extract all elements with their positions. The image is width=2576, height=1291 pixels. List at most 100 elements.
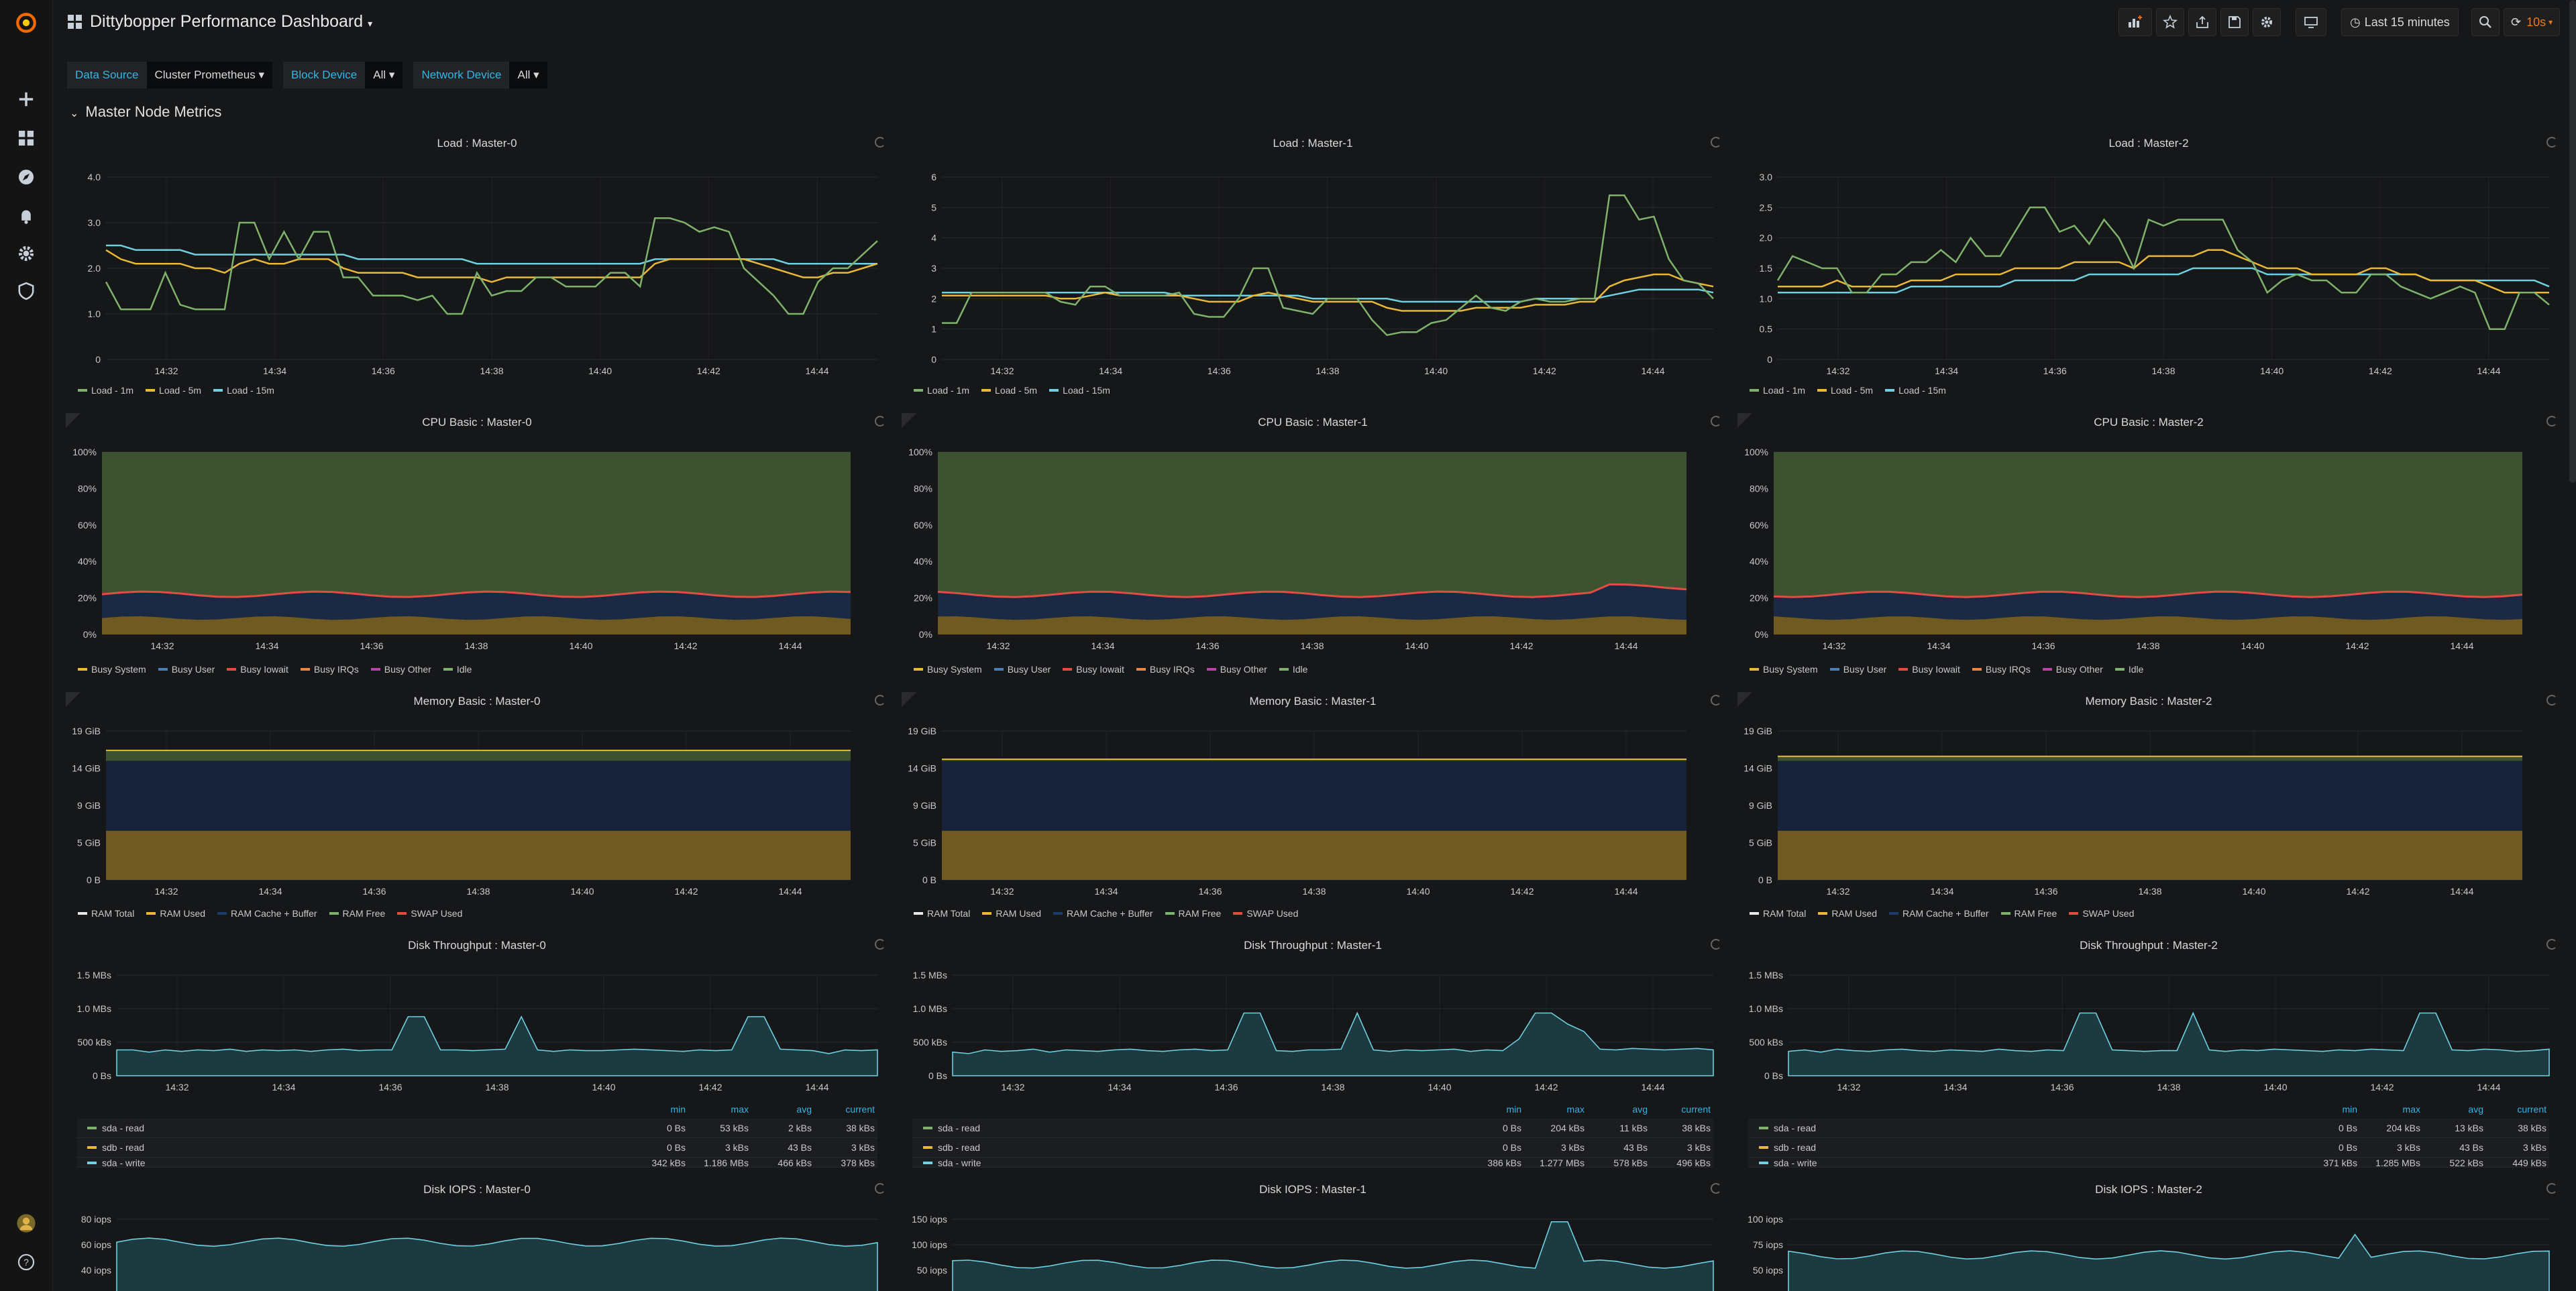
legend-item[interactable]: Busy User bbox=[1829, 664, 1886, 675]
legend-item[interactable]: Load - 5m bbox=[1817, 385, 1873, 396]
dashboards-icon[interactable] bbox=[13, 125, 40, 152]
save-button[interactable] bbox=[2220, 8, 2249, 36]
legend-item[interactable]: Idle bbox=[1279, 664, 1307, 675]
legend-item[interactable]: Busy System bbox=[914, 664, 982, 675]
panel-title[interactable]: CPU Basic : Master-0 bbox=[422, 416, 532, 429]
variable-value[interactable]: All ▾ bbox=[509, 62, 547, 89]
legend-item[interactable]: Idle bbox=[2114, 664, 2143, 675]
legend-item[interactable]: Idle bbox=[443, 664, 472, 675]
legend-item[interactable]: SWAP Used bbox=[1233, 908, 1298, 919]
add-panel-button[interactable] bbox=[2118, 8, 2152, 36]
legend-item[interactable]: Busy System bbox=[78, 664, 146, 675]
panel-title[interactable]: Disk IOPS : Master-2 bbox=[2095, 1183, 2202, 1196]
legend-item[interactable]: RAM Free bbox=[1165, 908, 1221, 919]
refresh-button[interactable]: ⟳ 10s ▾ bbox=[2504, 8, 2561, 36]
column-header-current[interactable]: current bbox=[1681, 1104, 1711, 1115]
legend-item[interactable]: Load - 15m bbox=[1885, 385, 1946, 396]
panel-title[interactable]: Disk IOPS : Master-1 bbox=[1259, 1183, 1366, 1196]
disk-iops-panel[interactable]: Disk IOPS : Master-0 40 iops 60 iops 80 iop… bbox=[66, 1183, 888, 1291]
column-header-avg[interactable]: avg bbox=[2468, 1104, 2483, 1115]
legend-table-row[interactable]: sda - read 0 Bs 53 kBs 2 kBs 38 kBs bbox=[76, 1119, 877, 1138]
page-scrollbar[interactable] bbox=[2569, 0, 2576, 483]
legend-item[interactable]: Busy User bbox=[994, 664, 1051, 675]
legend-table-row[interactable]: sda - write 371 kBs 1.285 MBs 522 kBs 449 kB… bbox=[1748, 1158, 2549, 1168]
legend-item[interactable]: RAM Cache + Buffer bbox=[1889, 908, 1989, 919]
share-button[interactable] bbox=[2188, 8, 2216, 36]
load-panel[interactable]: Load : Master-2 0 0.5 1.0 1.5 2.0 2.5 3.0 14:32 1… bbox=[1737, 137, 2560, 408]
legend-item[interactable]: SWAP Used bbox=[2069, 908, 2134, 919]
column-header-min[interactable]: min bbox=[2342, 1104, 2357, 1115]
panel-title[interactable]: Load : Master-2 bbox=[2108, 137, 2189, 150]
legend-item[interactable]: Busy IRQs bbox=[1136, 664, 1195, 675]
legend-item[interactable]: Load - 15m bbox=[1049, 385, 1110, 396]
legend-item[interactable]: Busy Iowait bbox=[1898, 664, 1960, 675]
legend-item[interactable]: Load - 15m bbox=[213, 385, 274, 396]
legend-item[interactable]: Busy Other bbox=[370, 664, 431, 675]
legend-item[interactable]: RAM Cache + Buffer bbox=[1053, 908, 1153, 919]
legend-item[interactable]: Busy IRQs bbox=[1972, 664, 2031, 675]
memory-panel[interactable]: Memory Basic : Master-2 0 B 5 GiB 9 GiB 14 G… bbox=[1737, 692, 2560, 923]
legend-item[interactable]: Load - 1m bbox=[914, 385, 969, 396]
cpu-panel[interactable]: CPU Basic : Master-1 0% 20% 40% 60% 80% 100% 14… bbox=[902, 413, 1724, 687]
server-admin-shield-icon[interactable] bbox=[13, 278, 40, 304]
star-button[interactable] bbox=[2156, 8, 2184, 36]
legend-table-row[interactable]: sdb - read 0 Bs 3 kBs 43 Bs 3 kBs bbox=[1748, 1138, 2549, 1158]
legend-item[interactable]: Busy Other bbox=[2042, 664, 2103, 675]
legend-item[interactable]: Load - 1m bbox=[1750, 385, 1805, 396]
panel-title[interactable]: CPU Basic : Master-2 bbox=[2094, 416, 2204, 429]
column-header-max[interactable]: max bbox=[1566, 1104, 1585, 1115]
row-title[interactable]: ⌄ Master Node Metrics bbox=[70, 103, 221, 121]
legend-item[interactable]: RAM Used bbox=[146, 908, 205, 919]
alerting-bell-icon[interactable] bbox=[13, 203, 40, 229]
legend-item[interactable]: Busy IRQs bbox=[300, 664, 359, 675]
user-avatar[interactable] bbox=[13, 1210, 40, 1237]
legend-item[interactable]: RAM Free bbox=[2000, 908, 2057, 919]
legend-item[interactable]: RAM Free bbox=[329, 908, 385, 919]
legend-table-row[interactable]: sdb - read 0 Bs 3 kBs 43 Bs 3 kBs bbox=[76, 1138, 877, 1158]
help-icon[interactable]: ? bbox=[13, 1249, 40, 1276]
column-header-min[interactable]: min bbox=[670, 1104, 686, 1115]
disk-iops-panel[interactable]: Disk IOPS : Master-1 50 iops 100 iops 150 i… bbox=[902, 1183, 1724, 1291]
dashboard-title[interactable]: Dittybopper Performance Dashboard ▾ bbox=[90, 12, 372, 32]
variable-data-source[interactable]: Data Source Cluster Prometheus ▾ bbox=[67, 62, 272, 89]
explore-compass-icon[interactable] bbox=[13, 164, 40, 190]
legend-table-row[interactable]: sda - read 0 Bs 204 kBs 13 kBs 38 kBs bbox=[1748, 1119, 2549, 1138]
panel-title[interactable]: Memory Basic : Master-2 bbox=[2085, 695, 2212, 708]
panel-title[interactable]: Memory Basic : Master-1 bbox=[1249, 695, 1377, 708]
column-header-avg[interactable]: avg bbox=[1632, 1104, 1648, 1115]
column-header-min[interactable]: min bbox=[1506, 1104, 1521, 1115]
settings-button[interactable] bbox=[2253, 8, 2281, 36]
panel-title[interactable]: Disk Throughput : Master-2 bbox=[2080, 939, 2218, 952]
panel-title[interactable]: Load : Master-1 bbox=[1273, 137, 1353, 150]
legend-table-row[interactable]: sda - write 342 kBs 1.186 MBs 466 kBs 378 kB… bbox=[76, 1158, 877, 1168]
memory-panel[interactable]: Memory Basic : Master-1 0 B 5 GiB 9 GiB 14 G… bbox=[902, 692, 1724, 923]
legend-item[interactable]: RAM Cache + Buffer bbox=[217, 908, 317, 919]
create-plus-icon[interactable] bbox=[13, 86, 40, 113]
legend-item[interactable]: RAM Used bbox=[1818, 908, 1877, 919]
legend-item[interactable]: SWAP Used bbox=[397, 908, 462, 919]
legend-table-row[interactable]: sda - read 0 Bs 204 kBs 11 kBs 38 kBs bbox=[912, 1119, 1713, 1138]
legend-item[interactable]: Busy Iowait bbox=[1063, 664, 1124, 675]
legend-item[interactable]: Busy System bbox=[1750, 664, 1818, 675]
disk-iops-panel[interactable]: Disk IOPS : Master-2 50 iops 75 iops 100 io… bbox=[1737, 1183, 2560, 1291]
panel-title[interactable]: Load : Master-0 bbox=[437, 137, 517, 150]
disk-throughput-panel[interactable]: Disk Throughput : Master-1 0 Bs 500 kBs 1.0… bbox=[902, 939, 1724, 1168]
legend-item[interactable]: Load - 5m bbox=[981, 385, 1037, 396]
cpu-panel[interactable]: CPU Basic : Master-2 0% 20% 40% 60% 80% 100% 14… bbox=[1737, 413, 2560, 687]
panel-title[interactable]: Disk Throughput : Master-0 bbox=[408, 939, 546, 952]
column-header-avg[interactable]: avg bbox=[796, 1104, 812, 1115]
legend-item[interactable]: RAM Total bbox=[78, 908, 134, 919]
legend-item[interactable]: Busy Iowait bbox=[227, 664, 288, 675]
column-header-current[interactable]: current bbox=[2517, 1104, 2546, 1115]
legend-item[interactable]: Load - 1m bbox=[78, 385, 133, 396]
variable-value[interactable]: All ▾ bbox=[365, 62, 403, 89]
disk-throughput-panel[interactable]: Disk Throughput : Master-2 0 Bs 500 kBs 1.0… bbox=[1737, 939, 2560, 1168]
panel-title[interactable]: Disk Throughput : Master-1 bbox=[1244, 939, 1382, 952]
legend-item[interactable]: Busy Other bbox=[1206, 664, 1267, 675]
column-header-current[interactable]: current bbox=[845, 1104, 875, 1115]
column-header-max[interactable]: max bbox=[2402, 1104, 2420, 1115]
legend-item[interactable]: RAM Total bbox=[1750, 908, 1806, 919]
legend-item[interactable]: Load - 5m bbox=[146, 385, 201, 396]
legend-item[interactable]: RAM Used bbox=[982, 908, 1041, 919]
load-panel[interactable]: Load : Master-0 0 1.0 2.0 3.0 4.0 14:32 14:34 14… bbox=[66, 137, 888, 408]
